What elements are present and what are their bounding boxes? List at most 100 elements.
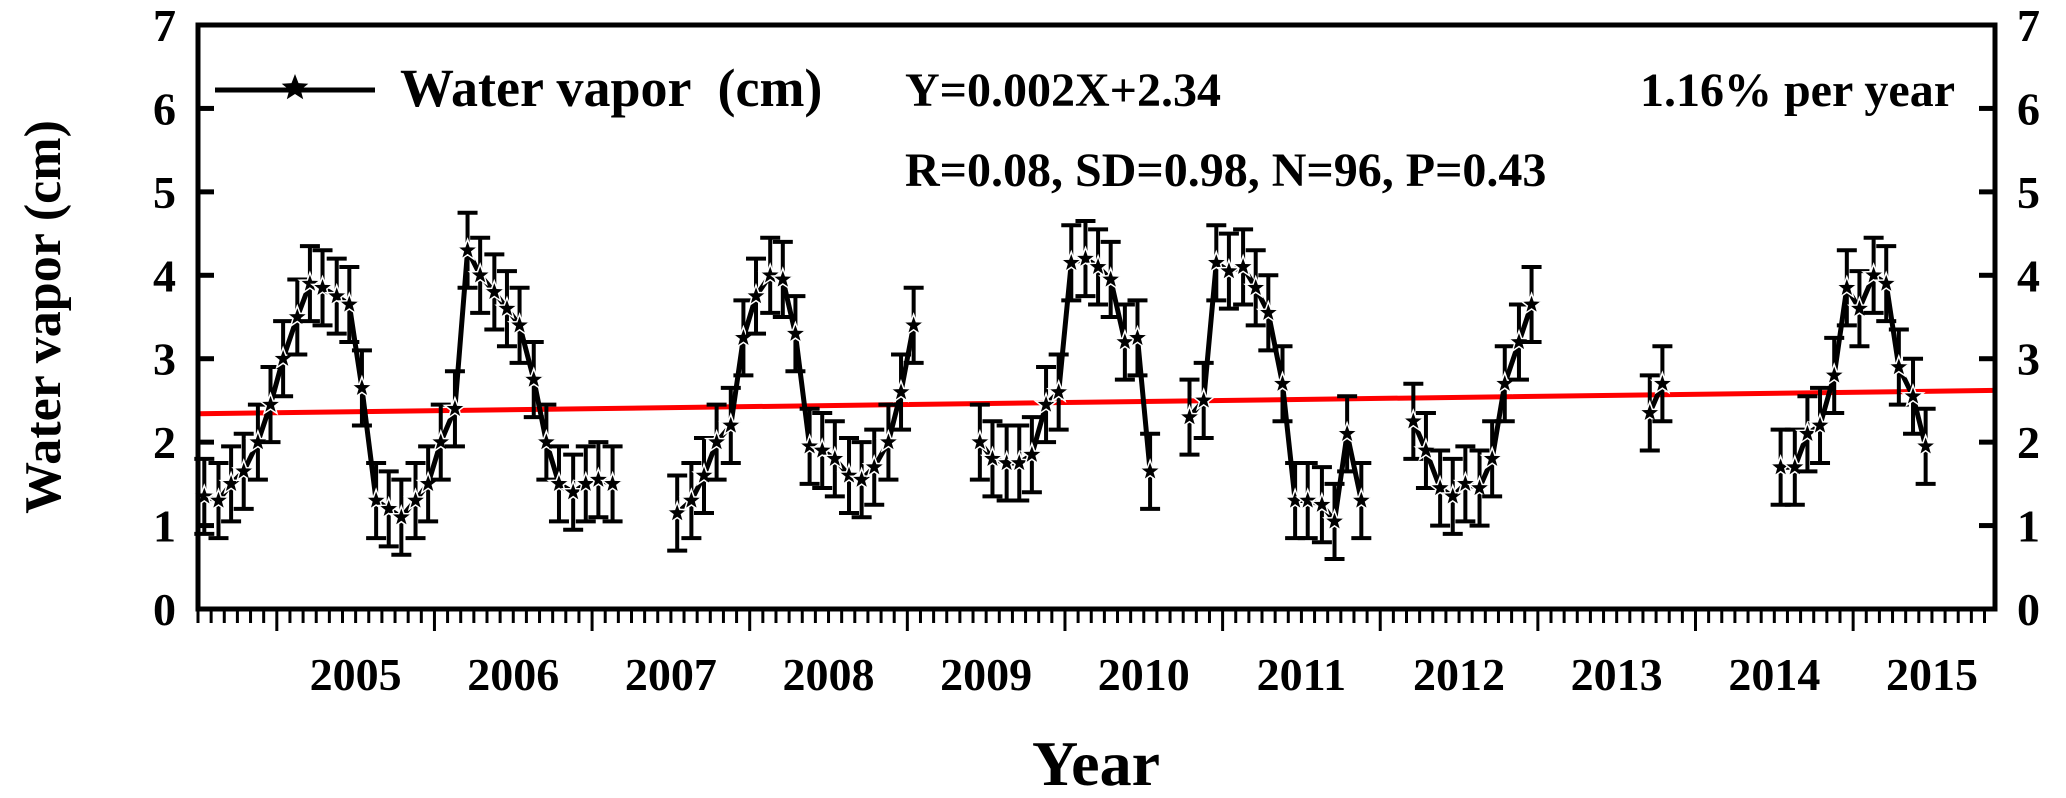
data-point-star	[376, 495, 402, 520]
data-point-star	[1176, 403, 1203, 428]
legend: Water vapor (cm)	[215, 58, 822, 118]
data-point-star	[888, 378, 914, 403]
data-point-star	[363, 487, 389, 512]
data-point-star	[861, 454, 887, 478]
data-point-star	[467, 262, 493, 287]
data-point-star	[718, 412, 744, 437]
data-point-star	[506, 312, 533, 337]
data-point-star	[1440, 483, 1466, 508]
data-point-star	[1452, 470, 1478, 495]
trend-line	[197, 387, 1996, 417]
data-point-star	[310, 274, 336, 299]
data-point-star	[218, 470, 244, 495]
y-tick-label-right: 1	[2017, 501, 2040, 552]
y-tick-label-right: 4	[2017, 250, 2040, 301]
y-tick-label-right: 0	[2017, 584, 2040, 635]
y-tick-label-right: 6	[2017, 83, 2040, 134]
data-point-star	[585, 466, 611, 491]
data-point-star	[1019, 441, 1045, 466]
data-point-star	[454, 237, 481, 262]
data-point-star	[1649, 370, 1676, 395]
data-point-star	[1046, 378, 1072, 403]
data-point-star	[388, 503, 414, 528]
data-point-star	[1886, 353, 1912, 378]
data-point-star	[1807, 412, 1833, 437]
data-point-star	[1861, 262, 1887, 286]
data-point-star	[1466, 474, 1493, 499]
data-point-star	[1203, 249, 1229, 274]
data-point-star	[257, 391, 284, 416]
data-point-star	[875, 428, 902, 453]
y-tick-label-right: 3	[2017, 334, 2040, 385]
data-point-star	[757, 262, 783, 286]
y-tick-label-left: 7	[153, 0, 176, 51]
legend-label: Water vapor (cm)	[400, 58, 822, 118]
data-point-star	[1295, 487, 1321, 512]
x-tick-label: 2011	[1257, 649, 1346, 700]
plot-frame	[195, 22, 1998, 612]
data-point-star	[849, 466, 875, 491]
data-point-star	[836, 462, 862, 487]
data-point-star	[1637, 399, 1663, 424]
data-point-star	[1834, 274, 1860, 299]
y-tick-label-left: 4	[153, 250, 176, 301]
data-point-star	[1846, 295, 1873, 320]
data-point-star	[770, 266, 796, 291]
data-point-star	[402, 487, 429, 512]
y-axis-title: Water vapor (cm)	[15, 120, 72, 514]
data-point-star	[521, 366, 547, 391]
data-point-star	[1072, 245, 1099, 270]
data-point-star	[1230, 253, 1256, 278]
data-point-star	[533, 428, 559, 453]
data-point-star	[979, 445, 1006, 470]
trend-annotation: 1.16% per year	[1640, 64, 1955, 117]
data-point-star	[494, 295, 520, 320]
data-point-star	[1243, 274, 1269, 299]
y-tick-label-left: 1	[153, 501, 176, 552]
y-tick-label-right: 7	[2017, 0, 2040, 51]
data-point-star	[1427, 474, 1453, 499]
x-tick-label: 2008	[783, 649, 875, 700]
x-tick-label: 2009	[940, 649, 1032, 700]
y-tick-label-left: 5	[153, 167, 176, 218]
data-point-star	[1085, 253, 1111, 278]
x-tick-label: 2013	[1571, 649, 1663, 700]
data-point-star	[809, 437, 835, 462]
data-point-star	[1334, 420, 1360, 445]
data-point-star	[1821, 362, 1847, 387]
data-point-star	[231, 458, 257, 482]
data-point-star	[1900, 383, 1926, 408]
x-tick-label: 2010	[1098, 649, 1190, 700]
y-tick-label-left: 0	[153, 584, 176, 635]
data-point-star	[1519, 291, 1545, 316]
x-axis-title: Year	[1032, 728, 1160, 798]
x-tick-label: 2012	[1413, 649, 1505, 700]
data-point-star	[481, 278, 507, 303]
data-point-star	[796, 433, 823, 457]
data-point-star	[1479, 445, 1505, 470]
data-point-star	[245, 428, 271, 453]
data-point-star	[703, 428, 730, 453]
data-point-star	[1098, 266, 1124, 291]
data-point-star	[1269, 370, 1296, 395]
data-point-star	[297, 270, 323, 295]
data-point-star	[1506, 328, 1532, 353]
y-tick-label-left: 6	[153, 83, 176, 134]
data-point-star	[336, 291, 362, 316]
data-point-star	[1348, 487, 1374, 512]
y-tick-label-right: 5	[2017, 167, 2040, 218]
equation-annotation: Y=0.002X+2.34	[905, 64, 1221, 117]
y-tick-label-left: 3	[153, 334, 176, 385]
x-tick-label: 2014	[1728, 649, 1820, 700]
x-tick-label: 2015	[1886, 649, 1978, 700]
data-point-star	[599, 470, 626, 495]
data-point-star	[205, 487, 232, 512]
data-point-star	[1782, 454, 1808, 478]
data-point-star	[822, 445, 848, 470]
y-tick-label-left: 2	[153, 417, 176, 468]
x-tick-label: 2005	[310, 649, 402, 700]
data-point-star	[1400, 408, 1426, 433]
data-point-star	[1322, 508, 1348, 533]
data-point-star	[1137, 458, 1163, 482]
